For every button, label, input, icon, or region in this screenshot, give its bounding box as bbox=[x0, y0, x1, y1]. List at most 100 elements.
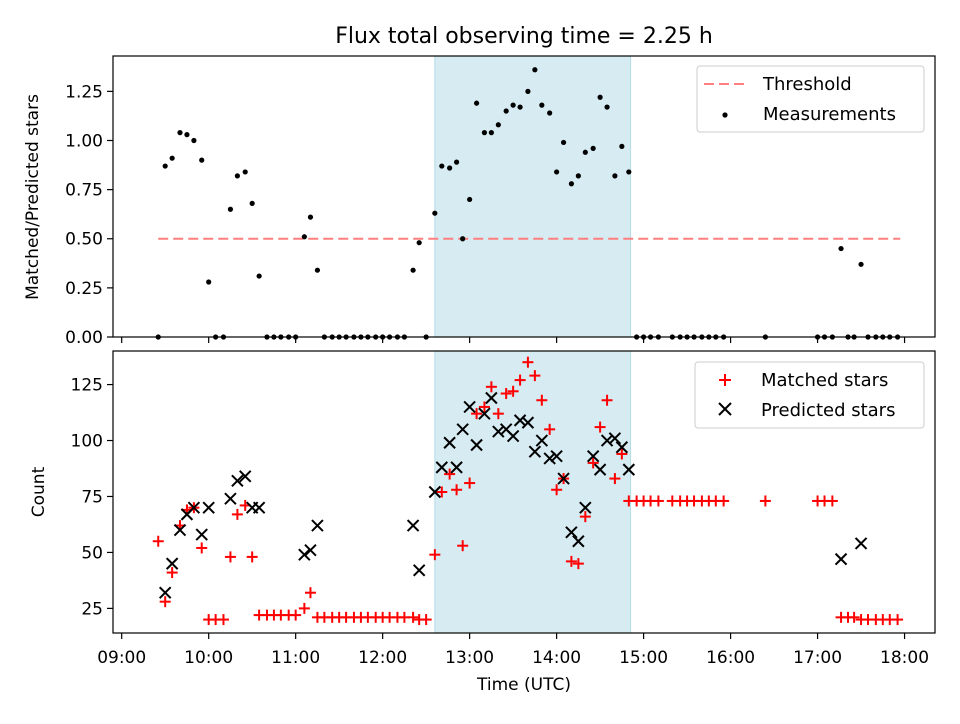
matched-star-point bbox=[451, 484, 463, 496]
matched-star-point bbox=[224, 551, 236, 563]
predicted-star-point bbox=[224, 492, 237, 505]
matched-star-point bbox=[759, 495, 771, 507]
matched-star-point bbox=[298, 602, 310, 614]
measurement-point bbox=[177, 130, 183, 136]
predicted-star-point bbox=[535, 434, 549, 447]
measurement-point bbox=[416, 240, 422, 246]
predicted-star-point bbox=[406, 519, 420, 532]
predicted-star-point bbox=[593, 463, 607, 476]
predicted-star-point bbox=[202, 501, 215, 514]
matched-star-point bbox=[166, 567, 178, 579]
measurement-point bbox=[582, 149, 588, 155]
matched-star-point bbox=[551, 484, 563, 496]
matched-star-point bbox=[492, 408, 504, 420]
count-x-label: Time (UTC) bbox=[476, 675, 571, 695]
predicted-star-point bbox=[834, 552, 848, 566]
count-y-tick-label: 25 bbox=[81, 599, 103, 619]
matched-star-point bbox=[514, 374, 526, 386]
count-y-axis: 25 50 75 100 125 bbox=[71, 376, 113, 619]
predicted-star-point bbox=[557, 472, 570, 485]
measurement-point bbox=[503, 108, 509, 114]
measurement-point bbox=[495, 122, 501, 128]
matched-star-point bbox=[246, 551, 258, 563]
predicted-star-point bbox=[298, 548, 311, 561]
predicted-star-point bbox=[239, 470, 252, 483]
predicted-star-point bbox=[622, 463, 636, 476]
measurement-point bbox=[307, 214, 314, 220]
predicted-star-point bbox=[304, 543, 317, 557]
matched-star-point bbox=[407, 611, 419, 623]
predicted-star-point bbox=[456, 423, 469, 436]
count-y-label: Count bbox=[29, 466, 49, 517]
ratio-y-label: Matched/Predicted stars bbox=[23, 94, 43, 300]
count-x-tick-label: 12:00 bbox=[358, 648, 407, 668]
predicted-star-point bbox=[311, 519, 324, 532]
ratio-y-tick-label: 0.75 bbox=[65, 181, 103, 201]
predicted-star-point bbox=[470, 438, 483, 452]
predicted-star-point bbox=[252, 501, 266, 514]
predicted-star-point bbox=[435, 461, 449, 474]
measurement-point bbox=[234, 173, 240, 179]
predicted-star-point bbox=[550, 449, 563, 463]
matched-star-point bbox=[457, 540, 469, 552]
count-shaded-span bbox=[434, 350, 632, 634]
predicted-star-point bbox=[565, 526, 578, 539]
measurement-point bbox=[467, 196, 473, 203]
matched-star-point bbox=[231, 508, 243, 520]
matched-star-point bbox=[892, 614, 904, 626]
predicted-star-point bbox=[443, 436, 456, 449]
measurement-point bbox=[612, 173, 618, 179]
predicted-star-point bbox=[615, 441, 629, 454]
count-x-tick-label: 10:00 bbox=[184, 648, 233, 668]
matched-star-point bbox=[652, 495, 664, 507]
predicted-star-point bbox=[173, 523, 187, 537]
predicted-star-point bbox=[187, 501, 201, 514]
matched-star-point bbox=[587, 457, 599, 469]
count-x-tick-label: 14:00 bbox=[532, 648, 581, 668]
measurement-point bbox=[481, 130, 488, 136]
matched-star-point bbox=[572, 558, 584, 570]
legend-predicted-swatch bbox=[718, 402, 732, 416]
ratio-y-tick-label: 1.00 bbox=[65, 131, 103, 151]
count-y-tick-label: 75 bbox=[81, 487, 103, 507]
measurement-point bbox=[162, 163, 168, 169]
matched-star-point bbox=[444, 468, 456, 480]
predicted-star-point bbox=[600, 434, 614, 447]
measurement-point bbox=[199, 157, 205, 163]
ratio-y-tick-label: 0.00 bbox=[65, 328, 103, 348]
predicted-star-point bbox=[572, 535, 585, 548]
measurement-point bbox=[256, 273, 262, 279]
matched-star-point bbox=[601, 394, 613, 406]
legend-predicted-label: Predicted stars bbox=[761, 400, 895, 421]
predicted-stars-series bbox=[158, 391, 868, 599]
matched-star-point bbox=[718, 495, 730, 507]
predicted-star-point bbox=[165, 557, 179, 570]
legend-matched-swatch bbox=[719, 374, 731, 386]
measurement-point bbox=[838, 245, 844, 252]
ratio-legend: Threshold Measurements bbox=[696, 65, 925, 133]
measurement-point bbox=[206, 279, 212, 285]
matched-star-point bbox=[522, 356, 534, 368]
predicted-star-point bbox=[528, 445, 542, 458]
matched-star-point bbox=[500, 388, 512, 400]
legend-matched-label: Matched stars bbox=[761, 370, 888, 391]
predicted-star-point bbox=[412, 564, 426, 577]
measurement-point bbox=[619, 143, 625, 149]
predicted-star-point bbox=[485, 391, 498, 405]
count-x-tick-label: 16:00 bbox=[706, 648, 755, 668]
matched-star-point bbox=[609, 473, 621, 485]
measurement-point bbox=[554, 169, 560, 175]
matched-star-point bbox=[217, 614, 229, 626]
ratio-legend-box bbox=[696, 65, 925, 133]
count-x-axis: 09:00 10:00 11:00 12:00 13:00 14:00 15:00 16:00… bbox=[97, 633, 929, 668]
matched-star-point bbox=[159, 596, 171, 608]
matched-star-point bbox=[152, 535, 164, 547]
predicted-star-point bbox=[608, 432, 622, 445]
count-axes-frame bbox=[112, 350, 936, 634]
matched-star-point bbox=[616, 448, 628, 460]
measurement-point bbox=[517, 104, 523, 110]
matched-stars-series bbox=[152, 356, 904, 626]
count-x-tick-label: 13:00 bbox=[445, 648, 494, 668]
count-y-tick-label: 125 bbox=[71, 376, 103, 396]
